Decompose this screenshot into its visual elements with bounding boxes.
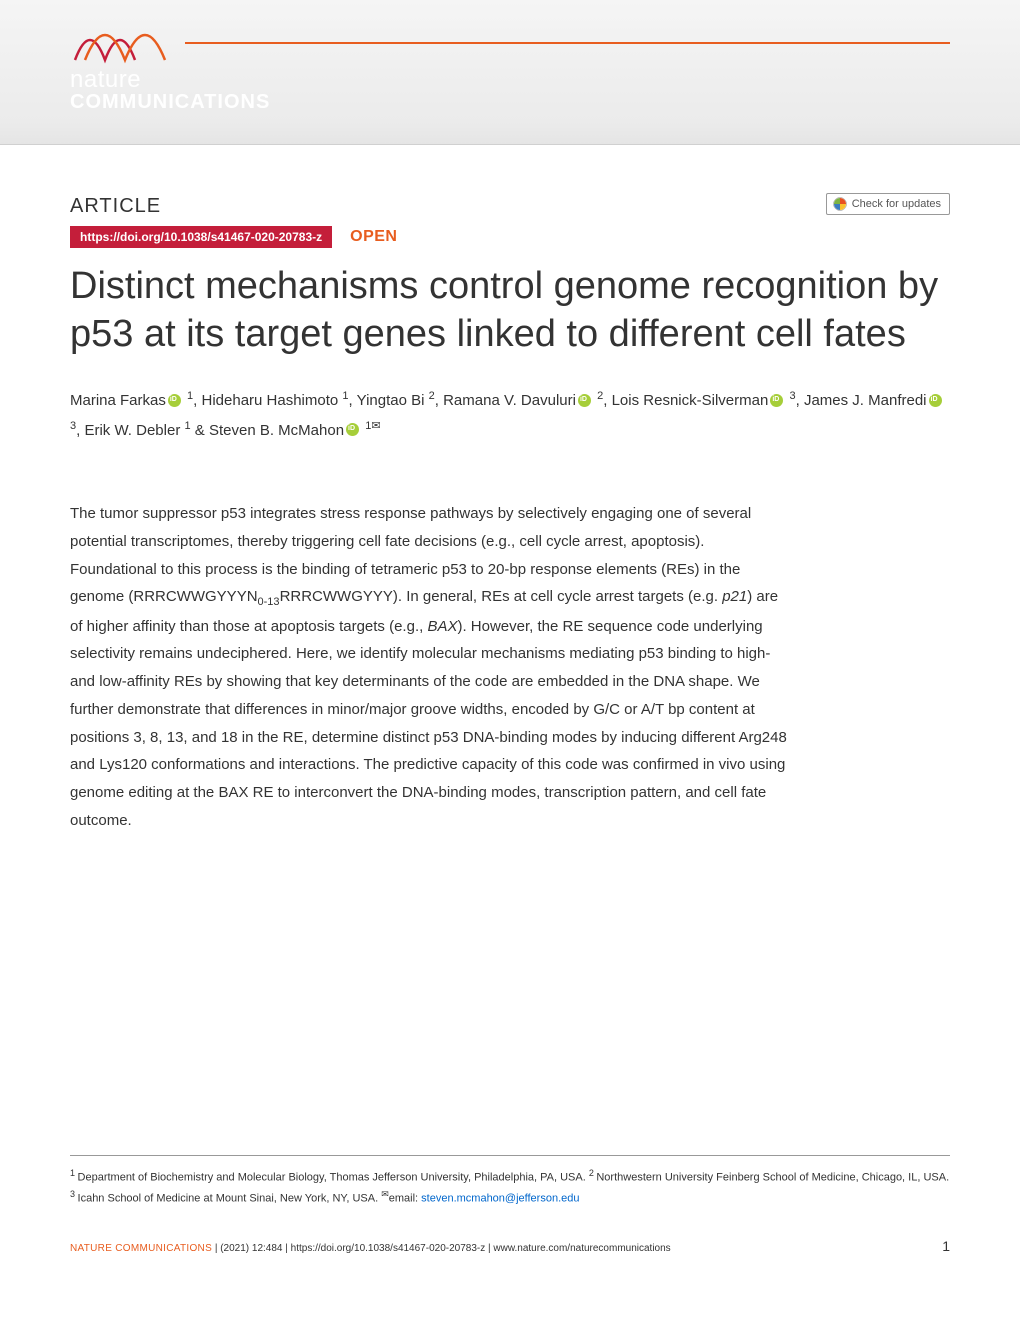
gene-italic: p21 <box>722 588 747 605</box>
logo-waves-icon <box>70 15 180 65</box>
author: Steven B. McMahon <box>209 422 344 439</box>
orcid-icon[interactable] <box>578 394 591 407</box>
author-affil-ref: 2 <box>597 390 603 402</box>
check-updates-label: Check for updates <box>852 198 941 210</box>
author: Lois Resnick-Silverman <box>612 392 769 409</box>
doi-link[interactable]: https://doi.org/10.1038/s41467-020-20783… <box>70 226 332 248</box>
banner-divider <box>185 42 950 44</box>
affil-num: 3 <box>70 1189 78 1199</box>
check-updates-button[interactable]: Check for updates <box>826 193 950 215</box>
author-affil-ref: 1 <box>185 420 191 432</box>
corresponding-icon: ✉ <box>381 1189 389 1199</box>
article-content: ARTICLE Check for updates https://doi.or… <box>0 145 1020 835</box>
article-type-label: ARTICLE <box>70 195 950 218</box>
author: Hideharu Hashimoto <box>202 392 339 409</box>
author: James J. Manfredi <box>804 392 927 409</box>
footer-citation: (2021) 12:484 | https://doi.org/10.1038/… <box>220 1243 670 1254</box>
author-affil-ref: 2 <box>429 390 435 402</box>
author: Yingtao Bi <box>357 392 425 409</box>
author-list: Marina Farkas 1, Hideharu Hashimoto 1, Y… <box>70 386 950 445</box>
author: Marina Farkas <box>70 392 166 409</box>
affiliations: 1 Department of Biochemistry and Molecul… <box>70 1155 950 1209</box>
footer: 1 Department of Biochemistry and Molecul… <box>0 1155 1020 1280</box>
affil-num: 2 <box>589 1168 597 1178</box>
author-affil-ref: 3 <box>70 420 76 432</box>
author-affil-ref: 1 <box>342 390 348 402</box>
journal-name-line1: nature <box>70 68 270 92</box>
email-link[interactable]: steven.mcmahon@jefferson.edu <box>421 1193 579 1205</box>
crossmark-icon <box>833 197 847 211</box>
journal-name-line2: COMMUNICATIONS <box>70 92 270 112</box>
doi-row: https://doi.org/10.1038/s41467-020-20783… <box>70 226 950 248</box>
journal-logo: nature COMMUNICATIONS <box>70 15 270 112</box>
article-header-row: ARTICLE Check for updates <box>70 195 950 218</box>
author-affil-ref: 1 <box>187 390 193 402</box>
page-number: 1 <box>942 1238 950 1254</box>
gene-italic: BAX <box>427 618 457 635</box>
author: Ramana V. Davuluri <box>443 392 576 409</box>
corresponding-icon: ✉ <box>371 420 380 432</box>
open-access-label: OPEN <box>350 228 397 246</box>
orcid-icon[interactable] <box>168 394 181 407</box>
abstract: The tumor suppressor p53 integrates stre… <box>70 500 790 835</box>
affil-num: 1 <box>70 1168 78 1178</box>
footer-journal-name: NATURE COMMUNICATIONS <box>70 1243 212 1254</box>
journal-name: nature COMMUNICATIONS <box>70 68 270 112</box>
subscript: 0-13 <box>258 596 280 608</box>
author: Erik W. Debler <box>84 422 180 439</box>
article-title: Distinct mechanisms control genome recog… <box>70 263 950 358</box>
orcid-icon[interactable] <box>770 394 783 407</box>
journal-banner: nature COMMUNICATIONS <box>0 0 1020 145</box>
orcid-icon[interactable] <box>346 423 359 436</box>
orcid-icon[interactable] <box>929 394 942 407</box>
footer-citation-row: NATURE COMMUNICATIONS | (2021) 12:484 | … <box>70 1238 950 1254</box>
author-affil-ref: 3 <box>789 390 795 402</box>
